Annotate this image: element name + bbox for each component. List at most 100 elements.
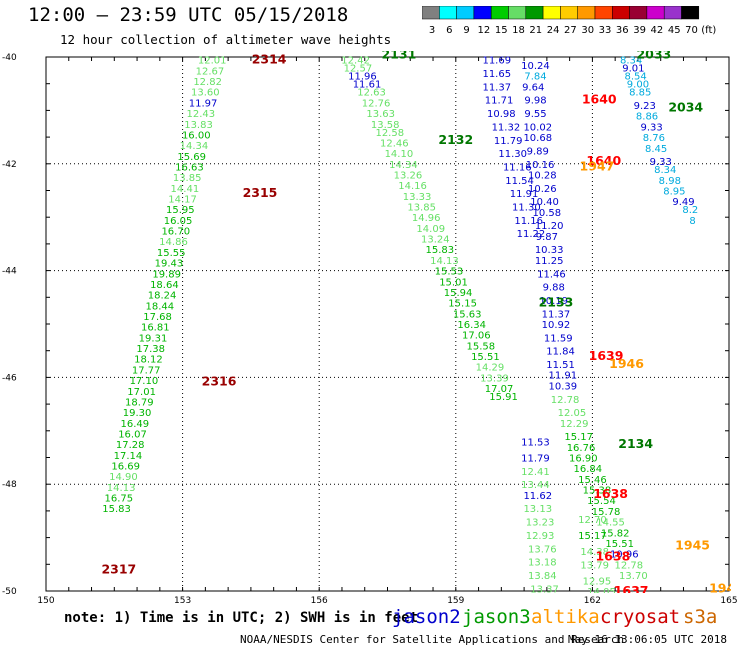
wave-height-value: 15.63 [453, 309, 482, 320]
wave-height-value: 13.85 [407, 203, 436, 214]
wave-height-value: 11.59 [544, 333, 573, 344]
x-tick-label: 159 [447, 596, 464, 606]
pass-time-label: 1639 [589, 348, 624, 363]
credit-text: NOAA/NESDIS Center for Satellite Applica… [240, 633, 625, 646]
wave-height-value: 10.26 [528, 184, 557, 195]
pass-time-label: 1637 [614, 583, 649, 598]
wave-height-value: 14.13 [430, 256, 459, 267]
pass-time-label: 2315 [243, 185, 278, 200]
legend-jason2: jason2 [392, 606, 461, 628]
wave-height-value: 17.06 [462, 331, 491, 342]
pass-time-label: 2132 [438, 132, 473, 147]
wave-height-value: 11.91 [548, 371, 577, 382]
wave-height-value: 15.58 [467, 341, 496, 352]
wave-height-value: 16.05 [164, 216, 193, 227]
wave-height-value: 16.75 [105, 494, 134, 505]
colorbar-swatch [681, 6, 700, 20]
wave-height-value: 9.88 [543, 283, 565, 294]
wave-height-value: 13.13 [523, 504, 552, 515]
wave-height-value: 18.24 [148, 291, 177, 302]
wave-height-value: 16.70 [161, 227, 190, 238]
wave-height-value: 10.58 [533, 208, 562, 219]
wave-height-value: 17.07 [485, 384, 514, 395]
wave-height-value: 10.24 [521, 61, 550, 72]
wave-height-value: 11.54 [505, 176, 534, 187]
wave-height-value: 13.85 [173, 173, 202, 184]
wave-height-value: 18.44 [146, 301, 175, 312]
wave-height-value: 12.41 [521, 467, 550, 478]
wave-height-value: 12.78 [615, 560, 644, 571]
colorbar-label: 39 [633, 25, 646, 36]
wave-height-value: 11.22 [517, 229, 546, 240]
wave-height-value: 11.65 [482, 69, 511, 80]
wave-height-value: 8.34 [620, 56, 642, 67]
data-layer: 12.0112.6712.8213.6011.9712.4313.8316.00… [101, 46, 735, 598]
wave-height-value: 11.16 [514, 216, 543, 227]
wave-height-value: 9.64 [522, 82, 544, 93]
wave-height-value: 15.82 [601, 528, 630, 539]
pass-time-label: 2131 [381, 46, 416, 61]
wave-height-value: 8.85 [629, 88, 651, 99]
wave-height-value: 9.89 [527, 146, 549, 157]
wave-height-value: 10.28 [528, 170, 557, 181]
wave-height-value: 12.78 [551, 395, 580, 406]
wave-height-value: 8.76 [643, 133, 665, 144]
wave-height-value: 13.39 [480, 373, 509, 384]
wave-height-value: 11.97 [189, 98, 218, 109]
wave-height-value: 11.32 [492, 122, 521, 133]
wave-height-value: 11.91 [510, 189, 539, 200]
wave-height-value: 10.96 [610, 550, 639, 561]
colorbar-label: 24 [547, 25, 560, 36]
wave-height-value: 8.34 [654, 165, 676, 176]
wave-height-value: 10.19 [539, 296, 568, 307]
wave-height-value: 14.34 [180, 141, 209, 152]
units-note: note: 1) Time is in UTC; 2) SWH is in fe… [64, 610, 419, 626]
wave-height-value: 15.54 [587, 496, 616, 507]
wave-height-value: 10.39 [548, 381, 577, 392]
wave-height-value: 11.53 [521, 437, 550, 448]
pass-time-label: 2133 [539, 295, 574, 310]
wave-height-value: 15.17 [578, 531, 607, 542]
wave-height-value: 12.57 [344, 64, 373, 75]
wave-height-value: 12.43 [186, 109, 215, 120]
colorbar-label: 9 [463, 25, 469, 36]
colorbar-label: 45 [668, 25, 681, 36]
wave-height-value: 9.23 [634, 101, 656, 112]
y-tick-label: -42 [2, 160, 17, 170]
wave-height-value: 11.37 [482, 82, 511, 93]
wave-height-value: 10.98 [487, 109, 516, 120]
colorbar-label: 15 [495, 25, 508, 36]
colorbar-label: 12 [478, 25, 491, 36]
pass-time-label: 1640 [582, 92, 617, 107]
wave-height-value: 15.69 [177, 152, 206, 163]
wave-height-value: 11.84 [546, 347, 575, 358]
wave-height-value: 12.05 [558, 408, 587, 419]
wave-height-value: 15.15 [448, 299, 477, 310]
wave-height-value: 11.79 [494, 136, 523, 147]
wave-height-value: 13.76 [528, 544, 557, 555]
wave-height-value: 13.37 [530, 584, 559, 595]
pass-time-label: 2034 [668, 100, 703, 115]
wave-height-value: 16.90 [569, 454, 598, 465]
wave-height-value: 16.63 [175, 162, 204, 173]
wave-height-value: 10.92 [542, 320, 571, 331]
wave-height-value: 7.84 [524, 72, 546, 83]
wave-height-value: 15.83 [426, 245, 455, 256]
wave-height-value: 15.38 [583, 486, 612, 497]
pass-time-label: 1638 [595, 548, 630, 563]
wave-height-value: 13.33 [403, 192, 432, 203]
colorbar-label: 33 [599, 25, 612, 36]
colorbar-label: 3 [429, 25, 435, 36]
wave-height-value: 12.76 [362, 98, 391, 109]
pass-time-label: 194 [709, 580, 735, 595]
wave-height-value: 19.30 [123, 408, 152, 419]
wave-height-value: 15.91 [489, 392, 518, 403]
wave-height-value: 15.55 [157, 248, 186, 259]
wave-height-value: 17.10 [130, 376, 159, 387]
wave-height-value: 11.46 [537, 269, 566, 280]
wave-height-value: 14.09 [416, 224, 445, 235]
wave-height-value: 16.34 [457, 320, 486, 331]
wave-height-value: 14.96 [412, 213, 441, 224]
wave-height-value: 19.89 [152, 269, 181, 280]
wave-height-value: 12.82 [193, 77, 222, 88]
